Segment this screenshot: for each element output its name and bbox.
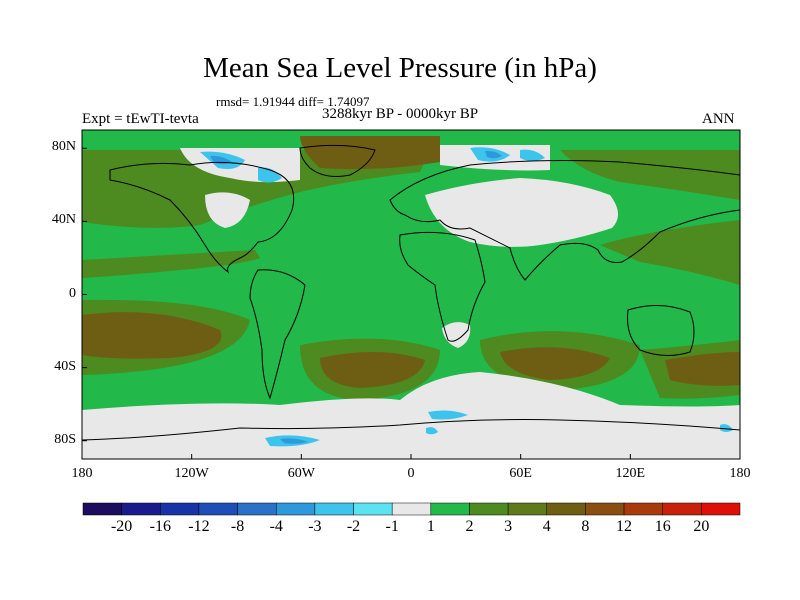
lat-tick-label: 0 xyxy=(69,285,76,301)
colorbar-swatch xyxy=(353,502,393,516)
coastline-africa xyxy=(399,231,486,342)
lat-tick-label: 80S xyxy=(54,431,76,447)
colorbar-label: -20 xyxy=(110,518,133,535)
field-region-lightgray xyxy=(442,322,471,348)
coastline-antarctica xyxy=(82,419,740,441)
colorbar-label: -1 xyxy=(385,518,399,535)
colorbar-swatch xyxy=(275,502,316,516)
lat-tick-label: 80N xyxy=(51,139,76,155)
field-region-cyan xyxy=(258,167,282,183)
lon-tick-label: 120W xyxy=(174,466,209,481)
colorbar-swatch xyxy=(314,502,354,516)
coastline-australia xyxy=(627,304,695,356)
colorbar-swatch xyxy=(237,502,277,516)
field-region-cyan xyxy=(720,424,733,432)
lon-tick-label: 180 xyxy=(71,466,93,481)
colorbar-label: 2 xyxy=(465,518,474,535)
field-region-brown xyxy=(300,136,440,170)
lat-tick-label: 40S xyxy=(54,358,76,374)
field-region-olive xyxy=(82,250,260,278)
field-region-blue xyxy=(485,150,502,159)
field-region-brown xyxy=(665,352,740,386)
colorbar-label: 8 xyxy=(581,518,590,535)
field-region-lightgray xyxy=(82,372,740,459)
coastline-south-america xyxy=(249,269,306,400)
colorbar-swatch xyxy=(585,502,625,516)
colorbar-label: 16 xyxy=(654,518,671,535)
colorbar-swatch xyxy=(391,502,432,516)
field-region-cyan xyxy=(520,149,545,161)
colorbar-swatch xyxy=(662,502,702,516)
coastline-greenland xyxy=(299,144,376,177)
colorbar-label: -2 xyxy=(346,518,361,535)
colorbar-swatch xyxy=(507,502,548,516)
field-region-cyan xyxy=(428,410,468,420)
field-region-brown xyxy=(82,312,222,359)
field-region-blue xyxy=(280,438,308,444)
axis-ticks xyxy=(81,147,741,459)
lon-tick-label: 0 xyxy=(407,466,415,481)
colorbar-swatch xyxy=(623,502,663,516)
coastline-eurasia xyxy=(389,160,740,281)
lon-tick-label: 60E xyxy=(509,466,532,481)
colorbar xyxy=(82,502,741,516)
lat-tick-label: 40N xyxy=(51,212,76,228)
colorbar-swatch xyxy=(160,502,200,516)
field-region-brown xyxy=(320,351,425,388)
lon-tick-label: 60W xyxy=(287,466,315,481)
colorbar-swatch xyxy=(82,502,122,516)
period-label: 3288kyr BP - 0000kyr BP xyxy=(322,106,479,122)
season-label: ANN xyxy=(702,111,735,127)
field-region-cyan xyxy=(426,427,438,435)
colorbar-label: 1 xyxy=(426,518,435,535)
colorbar-swatch xyxy=(198,502,238,516)
coastline-north-america xyxy=(109,161,295,274)
colorbar-label: -12 xyxy=(188,518,210,535)
colorbar-label: -16 xyxy=(149,518,171,535)
colorbar-swatch xyxy=(469,502,509,516)
field-region-brown xyxy=(500,347,610,380)
colorbar-swatch xyxy=(121,502,161,516)
colorbar-label: -4 xyxy=(269,518,283,535)
stats-label: rmsd= 1.91944 diff= 1.74097 xyxy=(216,94,370,109)
colorbar-label: 20 xyxy=(693,518,710,535)
colorbar-label: -3 xyxy=(308,518,322,535)
map-title: Mean Sea Level Pressure (in hPa) xyxy=(203,52,597,84)
colorbar-label: 12 xyxy=(616,518,633,535)
colorbar-swatch xyxy=(701,502,741,516)
lon-tick-label: 180 xyxy=(729,466,751,481)
colorbar-label: -8 xyxy=(230,518,245,535)
colorbar-swatch xyxy=(546,502,586,516)
colorbar-swatch xyxy=(430,502,470,516)
colorbar-label: 3 xyxy=(504,518,513,535)
field-region-olive xyxy=(82,150,430,228)
experiment-label: Expt = tEwTI-tevta xyxy=(82,111,199,127)
lon-tick-label: 120E xyxy=(615,466,646,481)
map-field xyxy=(82,130,740,459)
field-region-olive xyxy=(600,220,740,285)
colorbar-label: 4 xyxy=(542,518,551,535)
coastlines xyxy=(82,144,740,441)
field-region-lightgray xyxy=(205,192,250,228)
field-region-olive xyxy=(560,150,740,200)
